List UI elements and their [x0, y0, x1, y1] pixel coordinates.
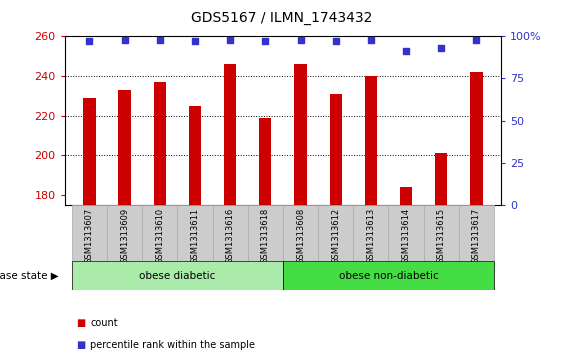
Bar: [248, 205, 283, 261]
Point: [261, 38, 270, 44]
Point: [85, 38, 94, 44]
Bar: [329, 94, 342, 205]
Point: [120, 37, 129, 42]
Point: [472, 37, 481, 42]
Point: [155, 37, 164, 42]
Text: count: count: [90, 318, 118, 328]
Text: GSM1313607: GSM1313607: [85, 208, 94, 264]
Point: [437, 45, 446, 51]
Bar: [259, 118, 271, 205]
Text: GSM1313613: GSM1313613: [367, 208, 376, 264]
Bar: [72, 261, 283, 290]
Text: GSM1313609: GSM1313609: [120, 208, 129, 264]
Text: GSM1313614: GSM1313614: [401, 208, 410, 264]
Bar: [318, 205, 354, 261]
Bar: [154, 82, 166, 205]
Bar: [365, 76, 377, 205]
Text: GSM1313617: GSM1313617: [472, 208, 481, 264]
Text: GSM1313615: GSM1313615: [437, 208, 446, 264]
Bar: [294, 64, 307, 205]
Text: GSM1313611: GSM1313611: [190, 208, 199, 264]
Bar: [435, 154, 448, 205]
Text: GSM1313618: GSM1313618: [261, 208, 270, 264]
Text: ■: ■: [76, 340, 85, 350]
Text: GSM1313616: GSM1313616: [226, 208, 235, 264]
Bar: [470, 72, 482, 205]
Text: GSM1313608: GSM1313608: [296, 208, 305, 264]
Bar: [72, 205, 107, 261]
Point: [226, 37, 235, 42]
Bar: [354, 205, 388, 261]
Bar: [189, 106, 201, 205]
Text: GSM1313612: GSM1313612: [331, 208, 340, 264]
Bar: [224, 64, 236, 205]
Text: obese non-diabetic: obese non-diabetic: [338, 271, 439, 281]
Bar: [388, 205, 424, 261]
Bar: [213, 205, 248, 261]
Text: ■: ■: [76, 318, 85, 328]
Text: GDS5167 / ILMN_1743432: GDS5167 / ILMN_1743432: [191, 11, 372, 25]
Bar: [177, 205, 213, 261]
Text: disease state ▶: disease state ▶: [0, 271, 59, 281]
Bar: [283, 261, 494, 290]
Point: [296, 37, 305, 42]
Bar: [83, 98, 96, 205]
Text: percentile rank within the sample: percentile rank within the sample: [90, 340, 255, 350]
Bar: [459, 205, 494, 261]
Text: GSM1313610: GSM1313610: [155, 208, 164, 264]
Point: [401, 49, 410, 54]
Point: [190, 38, 199, 44]
Bar: [424, 205, 459, 261]
Bar: [283, 205, 318, 261]
Point: [367, 37, 376, 42]
Bar: [142, 205, 177, 261]
Bar: [107, 205, 142, 261]
Bar: [400, 187, 412, 205]
Text: obese diabetic: obese diabetic: [139, 271, 216, 281]
Bar: [118, 90, 131, 205]
Point: [331, 38, 340, 44]
